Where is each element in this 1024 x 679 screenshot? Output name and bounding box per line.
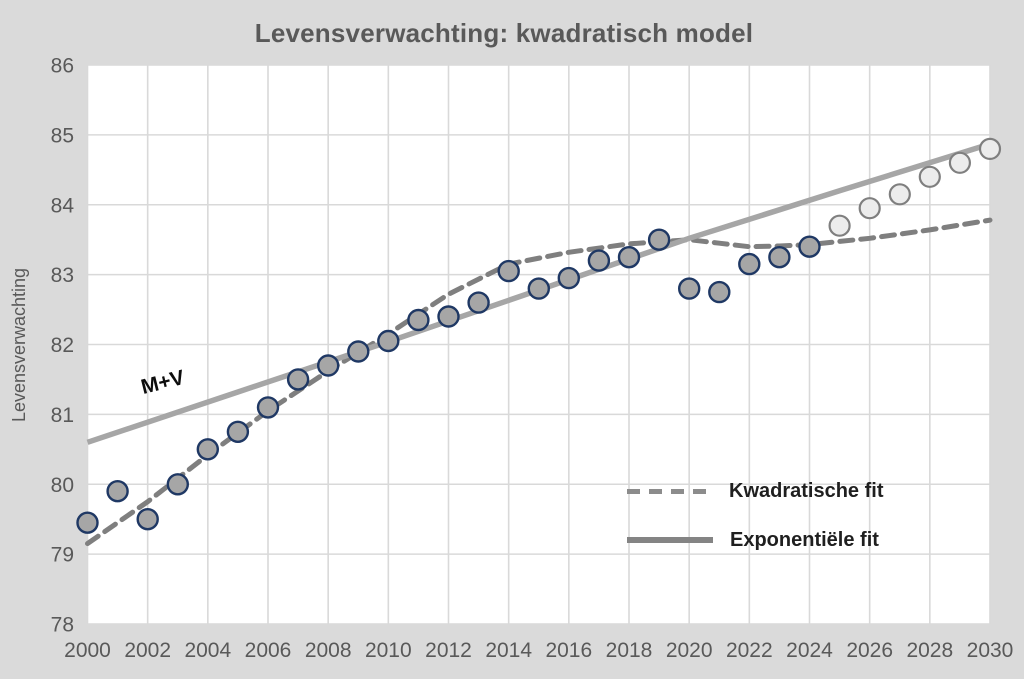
x-tick-label: 2030 [967, 639, 1014, 662]
observed-point [136, 508, 159, 531]
forecast-point [828, 214, 851, 237]
observed-point [437, 305, 460, 328]
x-tick-labels: 2000 2002 2004 2006 2008 2010 2012 2014 2016 2018… [64, 639, 1013, 662]
observed-point [317, 354, 340, 377]
forecast-point [858, 197, 881, 220]
legend: Kwadratische fit Exponentiële fit [627, 477, 883, 554]
forecast-point [948, 151, 972, 174]
x-tick-label: 2020 [666, 639, 713, 662]
gridlines [86, 64, 991, 625]
x-tick-label: 2024 [786, 639, 833, 662]
x-tick-label: 2026 [846, 639, 893, 662]
y-tick-label: 83 [51, 264, 74, 287]
x-tick-label: 2000 [64, 639, 111, 662]
x-tick-label: 2012 [425, 639, 472, 662]
x-tick-label: 2016 [545, 639, 592, 662]
forecast-point [978, 137, 1002, 160]
legend-label-quadratic: Kwadratische fit [729, 479, 884, 502]
observed-point [798, 235, 821, 258]
y-tick-label: 82 [51, 334, 74, 357]
x-tick-label: 2006 [245, 639, 292, 662]
y-tick-label: 86 [51, 55, 74, 78]
x-tick-label: 2008 [305, 639, 352, 662]
observed-point [76, 511, 99, 534]
observed-point [527, 277, 550, 300]
observed-point [106, 480, 129, 503]
forecast-points [828, 137, 1002, 237]
legend-item-quadratic: Kwadratische fit [627, 477, 883, 505]
observed-point [738, 252, 761, 276]
x-tick-label: 2010 [365, 639, 412, 662]
observed-point [587, 249, 611, 272]
y-tick-label: 79 [51, 544, 74, 567]
x-tick-label: 2018 [606, 639, 653, 662]
observed-point [286, 368, 310, 391]
observed-point [256, 396, 280, 419]
observed-point [497, 259, 520, 283]
observed-point [226, 420, 250, 443]
observed-point [557, 266, 580, 290]
x-tick-label: 2014 [485, 639, 532, 662]
observed-point [407, 308, 430, 332]
chart-title: Levensverwachting: kwadratisch model [254, 18, 754, 48]
observed-point [166, 473, 190, 496]
forecast-point [918, 165, 941, 188]
y-tick-labels: 78 79 80 81 82 83 84 85 86 [51, 55, 75, 637]
observed-points [76, 228, 821, 534]
observed-point [617, 246, 641, 269]
solid-line-swatch [627, 537, 713, 543]
x-tick-label: 2002 [124, 639, 171, 662]
observed-point [347, 340, 370, 363]
forecast-point [888, 183, 911, 206]
x-tick-label: 2028 [906, 639, 953, 662]
observed-point [678, 277, 701, 300]
observed-point [647, 228, 671, 251]
observed-point [377, 329, 400, 353]
observed-point [467, 291, 490, 314]
legend-label-exponential: Exponentiële fit [730, 528, 879, 551]
y-tick-label: 81 [51, 404, 74, 427]
y-tick-label: 84 [51, 194, 75, 217]
y-tick-label: 80 [51, 474, 74, 497]
y-axis-title: Levensverwachting [9, 267, 29, 423]
legend-item-exponential: Exponentiële fit [627, 526, 883, 554]
x-tick-label: 2004 [184, 639, 231, 662]
y-tick-label: 78 [51, 614, 74, 637]
observed-point [768, 246, 791, 269]
observed-point [708, 280, 731, 304]
observed-point [196, 438, 220, 461]
dashed-line-swatch [627, 488, 712, 494]
y-tick-label: 85 [51, 124, 74, 147]
x-tick-label: 2022 [726, 639, 773, 662]
